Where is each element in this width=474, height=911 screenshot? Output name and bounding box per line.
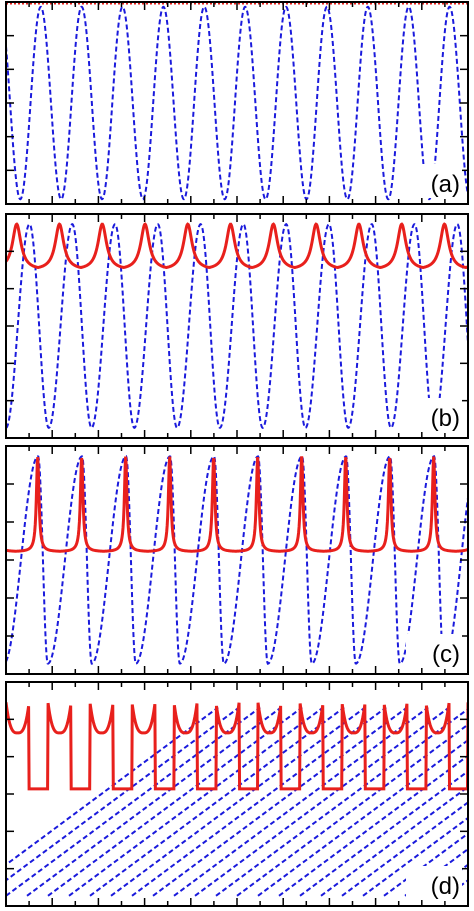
series-0-segment [341, 801, 468, 897]
series-0-line [6, 5, 468, 201]
series-0-segment [6, 706, 261, 897]
panel-c: (c) [5, 445, 469, 675]
series-0-line [6, 223, 468, 429]
plot-frame [5, 1, 469, 205]
series-0-segment [320, 785, 468, 897]
series-0-segment [6, 706, 219, 866]
series-0-segment [215, 707, 468, 897]
series-0-segment [362, 816, 468, 897]
panel-label-background [406, 634, 462, 668]
series-0-segment [236, 723, 468, 897]
series-0-segment [6, 706, 240, 882]
series-0-segment [110, 706, 366, 897]
series-0-line [6, 455, 468, 665]
series-1-line [6, 702, 468, 791]
series-0-segment [299, 770, 468, 897]
series-0-segment [194, 706, 450, 897]
panel-label: (a) [431, 171, 460, 198]
series-0-segment [152, 706, 408, 897]
panel-d: (d) [5, 681, 469, 907]
series-1-line [6, 222, 468, 270]
panel-label: (c) [432, 641, 460, 668]
series-1-line [6, 456, 468, 553]
panel-label: (b) [431, 405, 460, 432]
panel-a: (a) [5, 1, 469, 205]
series-0-segment [68, 706, 324, 897]
panel-label-background [406, 398, 462, 432]
series-0-segment [47, 706, 303, 897]
series-0-segment [173, 706, 429, 897]
series-0-segment [383, 832, 468, 897]
series-0-segment [278, 754, 468, 897]
panel-label: (d) [431, 873, 460, 900]
panel-label-background [406, 164, 462, 198]
series-0-segment [257, 738, 468, 897]
series-0-segment [131, 706, 387, 897]
panel-label-background [406, 866, 462, 900]
series-0-segment [404, 847, 468, 897]
series-0-segment [89, 706, 345, 897]
series-0-segment [26, 706, 282, 897]
panel-b: (b) [5, 213, 469, 439]
